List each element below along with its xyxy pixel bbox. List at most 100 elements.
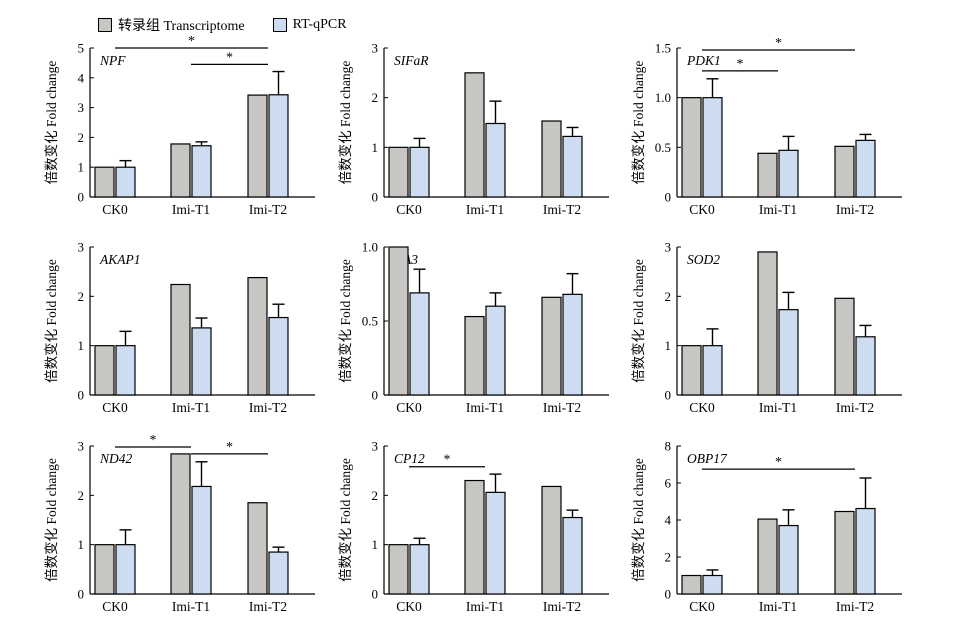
bar-transcriptome	[94, 345, 115, 396]
bar-transcriptome	[757, 251, 778, 396]
panel-title: CP12	[394, 451, 425, 466]
category-label: Imi-T1	[172, 400, 210, 415]
y-tick-label: 3	[372, 439, 379, 454]
bar-qpcr	[268, 551, 289, 595]
y-tick-label: 0	[78, 190, 85, 205]
bar-qpcr	[855, 336, 876, 396]
bar-transcriptome	[94, 544, 115, 595]
bar-transcriptome	[388, 544, 409, 595]
panel-title: OBP17	[687, 451, 728, 466]
y-tick-label: 2	[665, 550, 672, 565]
category-label: CK0	[396, 599, 422, 614]
y-tick-label: 0	[372, 190, 379, 205]
bar-qpcr	[409, 292, 430, 396]
y-tick-label: 3	[665, 240, 672, 255]
bar-transcriptome	[388, 246, 409, 396]
bar-transcriptome	[681, 574, 702, 595]
bar-transcriptome	[247, 502, 268, 595]
significance-star: *	[775, 36, 782, 51]
category-label: CK0	[689, 400, 715, 415]
y-axis-title: 倍数变化 Fold change	[631, 458, 646, 582]
bar-qpcr	[115, 544, 136, 595]
y-tick-label: 0	[372, 388, 379, 403]
y-tick-label: 3	[78, 240, 85, 255]
bar-qpcr	[191, 145, 212, 198]
bar-qpcr	[702, 345, 723, 396]
bar-qpcr	[562, 516, 583, 595]
bar-transcriptome	[170, 453, 191, 595]
y-tick-label: 4	[665, 513, 672, 528]
y-axis-title: 倍数变化 Fold change	[44, 61, 59, 185]
category-label: Imi-T2	[836, 400, 874, 415]
y-axis-title: 倍数变化 Fold change	[338, 259, 353, 383]
bar-transcriptome	[94, 166, 115, 198]
bar-transcriptome	[247, 94, 268, 198]
bar-qpcr	[855, 507, 876, 595]
bar-transcriptome	[541, 120, 562, 198]
bar-qpcr	[855, 139, 876, 198]
category-label: Imi-T1	[466, 599, 504, 614]
y-axis-title: 倍数变化 Fold change	[44, 458, 59, 582]
category-label: CK0	[396, 202, 422, 217]
y-tick-label: 3	[78, 439, 85, 454]
bar-qpcr	[702, 97, 723, 198]
y-tick-label: 6	[665, 476, 672, 491]
significance-star: *	[188, 34, 195, 49]
category-label: Imi-T1	[759, 202, 797, 217]
category-label: Imi-T2	[249, 599, 287, 614]
bar-transcriptome	[464, 315, 485, 396]
bar-transcriptome	[464, 72, 485, 198]
panel-title: PDK1	[686, 53, 721, 68]
y-tick-label: 0	[78, 587, 85, 602]
category-label: CK0	[102, 202, 128, 217]
category-label: Imi-T1	[466, 202, 504, 217]
y-tick-label: 3	[78, 100, 85, 115]
bar-qpcr	[778, 524, 799, 595]
bar-transcriptome	[834, 297, 855, 396]
bar-qpcr	[562, 135, 583, 198]
panel-title: ND42	[99, 451, 133, 466]
y-tick-label: 1	[78, 160, 85, 175]
bar-qpcr	[485, 305, 506, 396]
bar-qpcr	[268, 94, 289, 198]
bar-qpcr	[409, 146, 430, 198]
legend-item-qpcr: RT-qPCR	[272, 17, 347, 33]
category-label: Imi-T2	[543, 202, 581, 217]
y-tick-label: 1	[372, 140, 379, 155]
bar-transcriptome	[541, 485, 562, 595]
bar-qpcr	[778, 149, 799, 198]
legend-item-transcriptome: 转录组 Transcriptome	[98, 15, 245, 35]
category-label: Imi-T1	[172, 599, 210, 614]
bar-qpcr	[778, 309, 799, 396]
y-axis-title: 倍数变化 Fold change	[631, 61, 646, 185]
y-tick-label: 2	[372, 90, 379, 105]
bar-qpcr	[268, 316, 289, 396]
legend-swatch-qpcr	[272, 18, 287, 32]
category-label: CK0	[102, 400, 128, 415]
y-tick-label: 1	[78, 537, 85, 552]
legend-swatch-transcriptome	[98, 18, 112, 32]
bar-transcriptome	[681, 97, 702, 198]
panel-title: NPF	[99, 53, 126, 68]
bar-qpcr	[485, 491, 506, 595]
bar-qpcr	[409, 544, 430, 595]
significance-star: *	[775, 455, 782, 470]
y-tick-label: 1.0	[362, 240, 378, 255]
panel-pdk1: 0 0.5 1.0 1.5 倍数变化 Fold change PDK1 CK0 Imi-T1 I…	[631, 36, 902, 217]
bar-qpcr	[562, 293, 583, 396]
y-axis-title: 倍数变化 Fold change	[44, 259, 59, 383]
panel-title: SIFaR	[394, 53, 429, 68]
panel-nd42: 0 1 2 3 倍数变化 Fold change ND42 CK0 Imi-T1 Imi-T2 *…	[44, 433, 315, 614]
y-tick-label: 0	[665, 388, 672, 403]
significance-star: *	[150, 433, 157, 448]
bar-transcriptome	[541, 296, 562, 396]
y-tick-label: 0	[78, 388, 85, 403]
category-label: Imi-T2	[836, 599, 874, 614]
panel-akap1: 0 1 2 3 倍数变化 Fold change AKAP1 CK0 Imi-T1 Imi-T2	[44, 240, 315, 415]
y-tick-label: 2	[372, 488, 379, 503]
y-tick-label: 3	[372, 41, 379, 56]
category-label: Imi-T2	[543, 599, 581, 614]
y-tick-label: 2	[78, 289, 85, 304]
bar-transcriptome	[388, 146, 409, 198]
